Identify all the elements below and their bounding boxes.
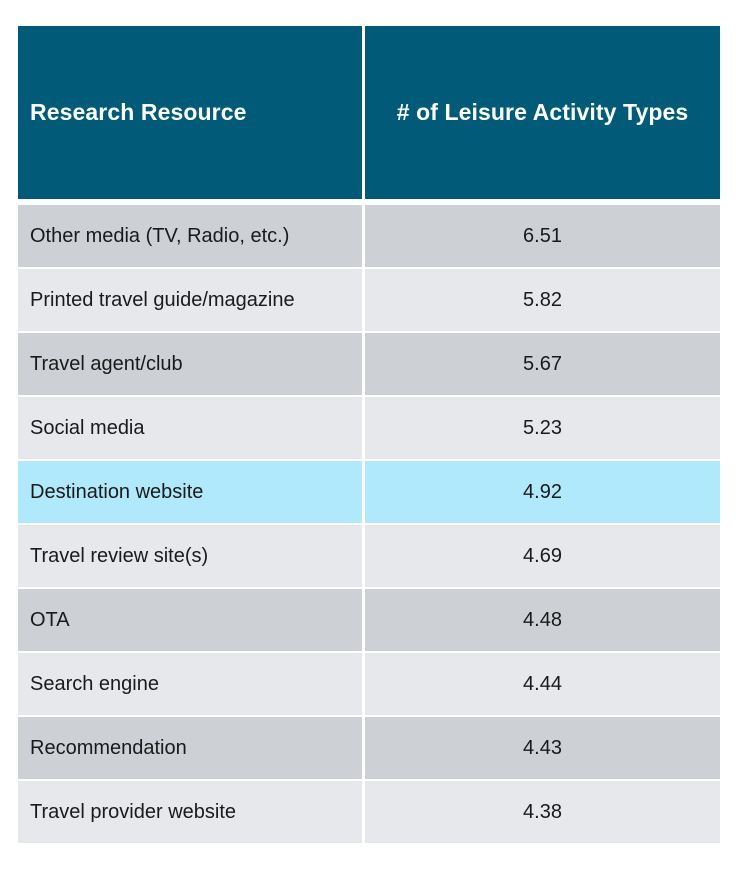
table-header-row: Research Resource # of Leisure Activity … <box>18 26 720 205</box>
row-label: Travel provider website <box>18 781 365 843</box>
table-body: Other media (TV, Radio, etc.) 6.51 Printed… <box>18 205 720 845</box>
row-value: 5.82 <box>523 288 562 311</box>
column-header-research-resource: Research Resource <box>18 26 365 199</box>
row-label: Social media <box>18 397 365 459</box>
row-label: Recommendation <box>18 717 365 779</box>
table-row: OTA 4.48 <box>18 589 720 653</box>
row-value: 5.23 <box>523 416 562 439</box>
row-value: 4.38 <box>523 800 562 823</box>
data-table: Research Resource # of Leisure Activity … <box>18 26 720 845</box>
row-label: Search engine <box>18 653 365 715</box>
table-row: Printed travel guide/magazine 5.82 <box>18 269 720 333</box>
row-label: OTA <box>18 589 365 651</box>
table-row: Destination website 4.92 <box>18 461 720 525</box>
table-row: Travel provider website 4.38 <box>18 781 720 845</box>
row-value: 4.44 <box>523 672 562 695</box>
row-value: 5.67 <box>523 352 562 375</box>
row-label: Travel review site(s) <box>18 525 365 587</box>
table-row: Search engine 4.44 <box>18 653 720 717</box>
row-label: Other media (TV, Radio, etc.) <box>18 205 365 267</box>
table-row: Travel review site(s) 4.69 <box>18 525 720 589</box>
row-label: Travel agent/club <box>18 333 365 395</box>
table-row: Social media 5.23 <box>18 397 720 461</box>
row-value: 4.48 <box>523 608 562 631</box>
row-value: 4.92 <box>523 480 562 503</box>
table-row: Recommendation 4.43 <box>18 717 720 781</box>
table-row: Other media (TV, Radio, etc.) 6.51 <box>18 205 720 269</box>
column-header-activity-types: # of Leisure Activity Types <box>396 99 689 125</box>
row-label: Destination website <box>18 461 365 523</box>
row-value: 4.43 <box>523 736 562 759</box>
row-value: 4.69 <box>523 544 562 567</box>
row-label: Printed travel guide/magazine <box>18 269 365 331</box>
table-row: Travel agent/club 5.67 <box>18 333 720 397</box>
row-value: 6.51 <box>523 224 562 247</box>
